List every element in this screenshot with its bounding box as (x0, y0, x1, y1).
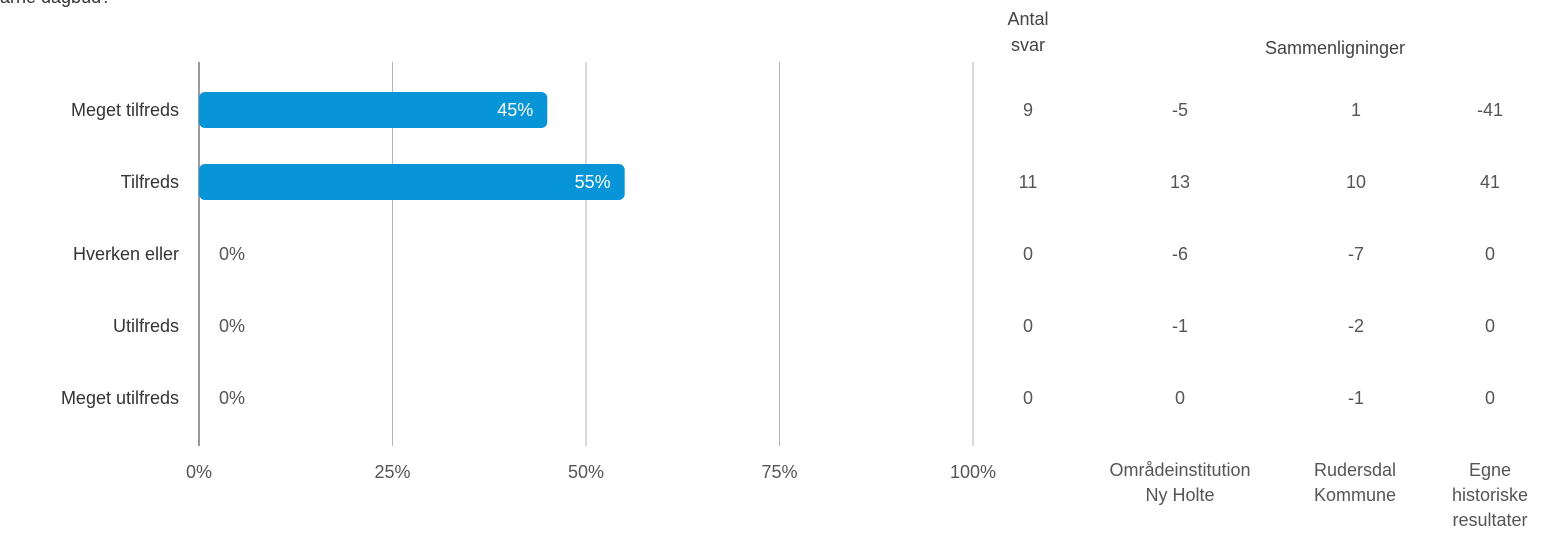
omraadeinstitution-value: -6 (1172, 244, 1188, 264)
omraadeinstitution-value: -5 (1172, 100, 1188, 120)
egne-historiske-value: 41 (1480, 172, 1500, 192)
column-label-egne-historiske-resultater: Egne historiske resultater (1451, 460, 1529, 530)
bar-value-label: 0% (219, 316, 245, 336)
egne-historiske-value: 0 (1485, 388, 1495, 408)
x-tick-label: 0% (186, 462, 212, 482)
rudersdal-kommune-value: -1 (1348, 388, 1364, 408)
rudersdal-kommune-value: 1 (1351, 100, 1361, 120)
antal-svar-value: 9 (1023, 100, 1033, 120)
omraadeinstitution-value: -1 (1172, 316, 1188, 336)
category-label: Meget utilfreds (61, 388, 179, 408)
egne-historiske-value: -41 (1477, 100, 1503, 120)
bar (199, 164, 625, 200)
comparisons-header: Sammenligninger (1264, 38, 1406, 58)
omraadeinstitution-value: 0 (1175, 388, 1185, 408)
chart-title-fragment: arne dagbud? (0, 0, 111, 8)
rudersdal-kommune-value: -7 (1348, 244, 1364, 264)
x-tick-label: 50% (568, 462, 604, 482)
antal-svar-header: Antal svar (1007, 9, 1049, 55)
bar-value-label: 0% (219, 244, 245, 264)
antal-svar-value: 0 (1023, 388, 1033, 408)
bar-value-label: 55% (575, 172, 611, 192)
bar (199, 92, 548, 128)
antal-svar-value: 11 (1019, 172, 1038, 192)
column-label-omraadeinstitution: Områdeinstitution Ny Holte (1109, 460, 1251, 505)
x-tick-label: 100% (950, 462, 996, 482)
egne-historiske-value: 0 (1485, 316, 1495, 336)
antal-svar-value: 0 (1023, 244, 1033, 264)
column-label-rudersdal-kommune: Rudersdal Kommune (1313, 460, 1397, 505)
category-label: Tilfreds (121, 172, 179, 192)
bar-value-label: 0% (219, 388, 245, 408)
category-label: Hverken eller (73, 244, 179, 264)
omraadeinstitution-value: 13 (1170, 172, 1190, 192)
x-tick-label: 75% (761, 462, 797, 482)
egne-historiske-value: 0 (1485, 244, 1495, 264)
x-tick-label: 25% (374, 462, 410, 482)
category-label: Utilfreds (113, 316, 179, 336)
rudersdal-kommune-value: 10 (1346, 172, 1366, 192)
category-label: Meget tilfreds (71, 100, 179, 120)
rudersdal-kommune-value: -2 (1348, 316, 1364, 336)
bar-value-label: 45% (497, 100, 533, 120)
antal-svar-value: 0 (1023, 316, 1033, 336)
